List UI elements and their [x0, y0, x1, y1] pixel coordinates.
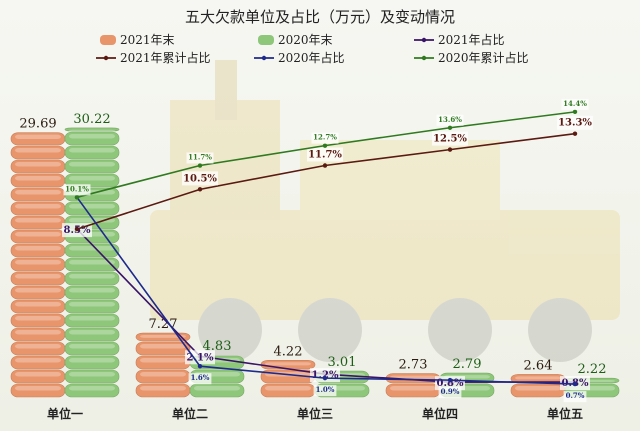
legend-label: 2021年末 [120, 33, 175, 47]
bar-value-label: 7.27 [149, 317, 178, 332]
line-label-bg [182, 171, 218, 186]
line-point [447, 377, 453, 383]
line-value-label: 1.0% [316, 385, 335, 394]
line-value-label: 11.7% [188, 153, 212, 162]
line-value-label: 13.3% [558, 118, 592, 129]
line-value-label: 10.5% [183, 173, 217, 184]
line-value-label: 12.7% [313, 133, 337, 142]
line-point [197, 187, 203, 192]
line-value-label: 11.7% [308, 150, 342, 161]
bar-2021-4 [385, 373, 441, 398]
bar-value-label: 4.22 [274, 344, 303, 359]
x-tick-label: 单位二 [172, 406, 208, 421]
legend-swatch [100, 35, 116, 45]
bar-value-label: 2.79 [453, 357, 482, 372]
x-axis-labels: 单位一 单位二 单位三 单位四 单位五 [47, 406, 583, 421]
legend-item: 2020年末 [258, 33, 333, 47]
legend-item: 2021年占比 [414, 32, 505, 47]
chart-title: 五大欠款单位及占比（万元）及变动情况 [185, 8, 455, 26]
line-point [322, 163, 328, 168]
x-tick-label: 单位一 [47, 406, 83, 421]
bar-value-label: 2.22 [578, 362, 607, 377]
legend-label: 2020年累计占比 [438, 50, 529, 65]
line-point [322, 143, 328, 148]
line-label-bg [188, 373, 212, 385]
bar-2021-2 [135, 332, 191, 398]
line-label-bg [313, 385, 337, 397]
legend-item: 2020年累计占比 [414, 50, 529, 65]
legend-marker [421, 55, 427, 61]
legend-item: 2021年累计占比 [96, 50, 211, 65]
legend-label: 2020年占比 [278, 50, 345, 65]
line-point [447, 147, 453, 152]
line-point [572, 131, 578, 136]
legend-swatch [258, 35, 274, 45]
line-label-bg [307, 147, 343, 162]
line-value-label: 1.6% [191, 373, 210, 382]
lines-group: 8.5%2.1%1.2%0.8%0.8%10.5%11.7%12.5%13.3%… [62, 98, 593, 403]
line-point [74, 226, 80, 232]
line-label-bg [432, 131, 468, 146]
legend: 2021年末 2020年末 2021年占比 2021年累计占比 2020年占比 2020年… [96, 32, 529, 65]
legend-marker [261, 55, 267, 61]
line-label-bg [311, 132, 339, 144]
legend-label: 2021年累计占比 [120, 50, 211, 65]
background-crane-image [150, 60, 620, 362]
line-value-label: 10.1% [65, 184, 89, 193]
line-point [322, 375, 328, 381]
legend-item: 2020年占比 [254, 50, 345, 65]
bar-value-label: 2.73 [399, 358, 428, 373]
line-value-label: 0.9% [441, 387, 460, 396]
line-label-bg [436, 114, 464, 126]
line-label-bg [561, 98, 589, 110]
line-label-bg [185, 350, 215, 365]
line-point [572, 381, 578, 387]
line-value-label: 13.6% [438, 115, 462, 124]
bar-value-label: 30.22 [73, 112, 110, 127]
line-label-bg [186, 152, 214, 164]
line-label-bg [63, 184, 91, 196]
legend-label: 2020年末 [278, 33, 333, 47]
line-value-label: 14.4% [563, 99, 587, 108]
line-point [572, 109, 578, 115]
bar-2020-1 [64, 127, 120, 398]
x-tick-label: 单位五 [547, 406, 583, 421]
line-point [197, 163, 203, 168]
bar-2021-1 [10, 132, 66, 398]
bar-2021-5 [510, 374, 566, 398]
bar-value-label: 29.69 [19, 117, 56, 132]
bar-value-label: 4.83 [203, 339, 232, 354]
x-tick-label: 单位三 [297, 406, 333, 421]
legend-marker [421, 37, 427, 43]
legend-marker [103, 55, 109, 61]
line-value-label: 0.8% [437, 378, 464, 389]
bar-2021-3 [260, 359, 316, 398]
line-point [197, 364, 203, 369]
bar-value-label: 3.01 [328, 355, 357, 370]
line-label-bg [438, 387, 462, 399]
legend-item: 2021年末 [100, 33, 175, 47]
bar-value-label: 2.64 [524, 358, 553, 373]
line-point [74, 195, 80, 200]
line-point [447, 125, 453, 130]
line-value-label: 1.2% [312, 370, 339, 381]
line-value-label: 12.5% [433, 134, 467, 145]
x-tick-label: 单位四 [422, 406, 458, 421]
line-value-label: 2.1% [187, 352, 214, 363]
legend-label: 2021年占比 [438, 32, 505, 47]
line-value-label: 0.7% [566, 391, 585, 400]
line-label-bg [557, 115, 593, 130]
line-label-bg [563, 391, 587, 403]
